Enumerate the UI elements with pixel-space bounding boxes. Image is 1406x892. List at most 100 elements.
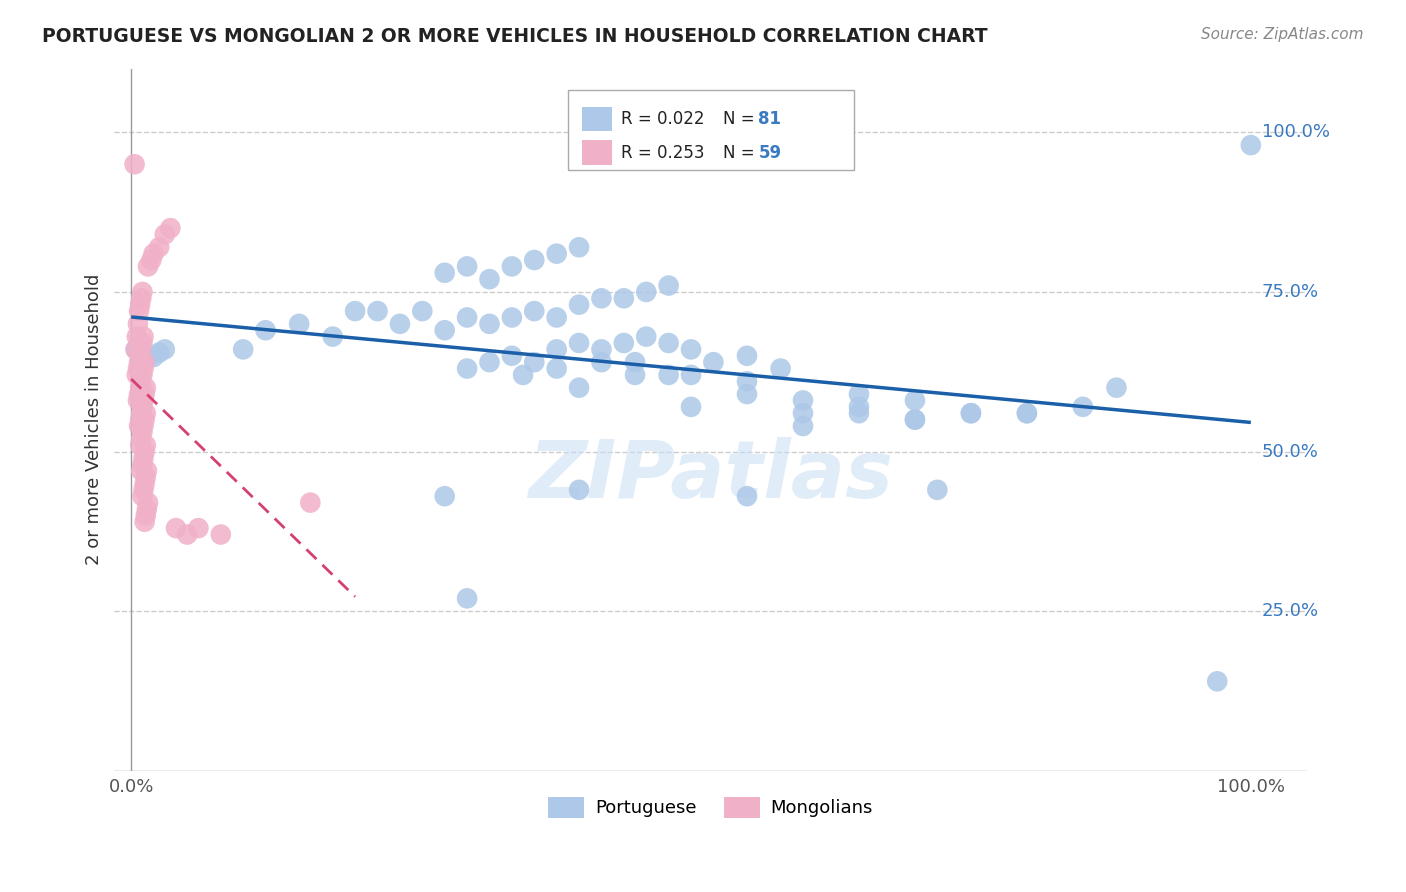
Point [135,464,157,478]
Point [478,272,501,286]
Point [411,304,433,318]
Point [127,317,149,331]
Point [129,412,152,426]
Point [128,387,150,401]
Point [568,381,591,395]
Point [456,260,478,274]
Point [134,515,156,529]
Point [127,361,149,376]
Point [456,591,478,606]
Point [128,345,150,359]
Point [134,355,156,369]
Point [478,355,501,369]
Point [129,438,152,452]
Point [128,304,150,318]
Point [478,317,501,331]
Point [1015,406,1038,420]
Point [129,432,152,446]
Point [135,381,157,395]
Point [153,227,176,242]
Point [546,246,568,260]
Text: R = 0.022: R = 0.022 [621,110,704,128]
Point [568,298,591,312]
Point [288,317,311,331]
Point [848,387,870,401]
Point [135,438,157,452]
Point [546,361,568,376]
Point [512,368,534,382]
Point [132,361,155,376]
Point [636,285,658,299]
Point [129,349,152,363]
Point [132,393,155,408]
Point [135,470,157,484]
Point [129,381,152,395]
Point [792,393,814,408]
Point [128,419,150,434]
Point [129,464,152,478]
Point [848,400,870,414]
Text: Source: ZipAtlas.com: Source: ZipAtlas.com [1201,27,1364,42]
Point [456,310,478,325]
Point [568,240,591,254]
Point [129,291,152,305]
FancyBboxPatch shape [568,89,853,170]
Point [134,387,156,401]
Point [792,406,814,420]
Point [131,489,153,503]
FancyBboxPatch shape [582,141,612,165]
Point [125,329,148,343]
Point [153,343,176,357]
Point [141,253,163,268]
Point [501,310,523,325]
Point [523,253,546,268]
Text: 100.0%: 100.0% [1263,123,1330,141]
Point [624,355,647,369]
Point [658,278,681,293]
Point [546,310,568,325]
Point [679,368,702,382]
Point [1240,138,1263,153]
Point [433,266,456,280]
Point [904,412,927,426]
Point [148,240,170,254]
Point [132,483,155,497]
Point [132,419,155,434]
Point [1015,406,1038,420]
Point [679,343,702,357]
Point [546,343,568,357]
Point [523,355,546,369]
Text: PORTUGUESE VS MONGOLIAN 2 OR MORE VEHICLES IN HOUSEHOLD CORRELATION CHART: PORTUGUESE VS MONGOLIAN 2 OR MORE VEHICL… [42,27,988,45]
Point [456,361,478,376]
Point [960,406,983,420]
Point [136,349,159,363]
Text: N =: N = [723,144,754,161]
Point [501,260,523,274]
Point [433,489,456,503]
Point [136,495,159,509]
Point [129,298,152,312]
Point [658,336,681,351]
Point [591,355,613,369]
Point [1105,381,1128,395]
Legend: Portuguese, Mongolians: Portuguese, Mongolians [541,789,880,825]
Point [769,361,792,376]
Point [735,349,758,363]
Point [568,336,591,351]
Point [591,343,613,357]
Point [165,521,187,535]
Text: N =: N = [723,110,754,128]
Point [388,317,411,331]
Y-axis label: 2 or more Vehicles in Household: 2 or more Vehicles in Household [86,274,103,566]
Point [254,323,277,337]
Point [523,304,546,318]
Point [129,406,152,420]
Point [904,412,927,426]
Point [501,349,523,363]
Point [131,458,153,472]
Point [322,329,344,343]
Point [176,527,198,541]
Point [735,489,758,503]
Point [142,350,165,364]
Point [129,374,152,388]
